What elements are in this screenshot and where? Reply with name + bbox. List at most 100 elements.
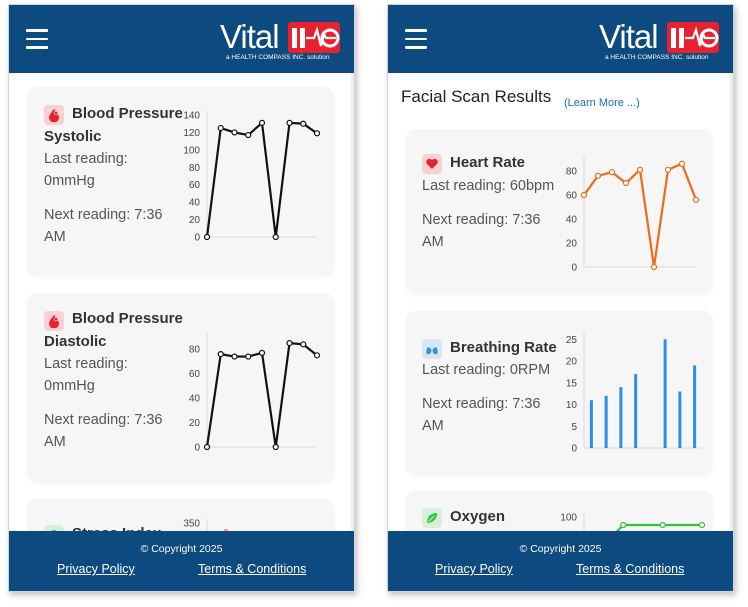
next-reading: Next reading: 7:36 xyxy=(422,396,541,412)
data-point xyxy=(692,196,700,203)
tick-label: 350 xyxy=(183,519,200,530)
card-title: Oxygen xyxy=(450,508,506,525)
breathing-rate-card[interactable]: Breathing Rate Last reading: 0RPM Next r… xyxy=(406,311,713,473)
tick-label: 100 xyxy=(183,145,200,156)
next-reading: Next reading: 7:36 xyxy=(422,212,541,228)
tick-label: 40 xyxy=(189,394,201,405)
data-point xyxy=(272,233,279,241)
data-point xyxy=(659,521,666,529)
card-title: Heart Rate xyxy=(450,154,526,171)
tick-label: 5 xyxy=(571,422,577,433)
tick-label: 120 xyxy=(183,128,200,139)
breathing-rate-chart: 0 5 10 15 20 25 xyxy=(566,331,702,455)
section-title: Facial Scan Results xyxy=(401,87,552,106)
data-point xyxy=(231,353,238,360)
data-point xyxy=(580,191,588,199)
diastolic-chart: 0 20 40 60 80 xyxy=(189,333,321,454)
logo-badge xyxy=(288,22,340,53)
card-title-2: Diastolic xyxy=(44,333,107,350)
data-point xyxy=(245,353,252,360)
phone-screen-left: Vital a HEALTH COMPASS INC. solution Blo… xyxy=(8,4,355,592)
data-point xyxy=(217,124,224,132)
bar xyxy=(663,339,667,448)
menu-icon[interactable] xyxy=(405,29,427,49)
tick-label: 0 xyxy=(194,233,200,244)
diastolic-card[interactable]: Blood Pressure Diastolic Last reading: 0… xyxy=(27,293,334,481)
stress-chart: 350 xyxy=(183,519,208,531)
next-reading: Next reading: 7:36 xyxy=(44,207,163,223)
footer: © Copyright 2025 Privacy Policy Terms & … xyxy=(9,531,354,591)
oxygen-chart: 100 xyxy=(560,513,706,531)
data-point xyxy=(300,341,307,348)
next-reading-suffix: AM xyxy=(44,229,66,245)
tick-label: 20 xyxy=(566,357,578,368)
tick-label: 80 xyxy=(189,163,201,174)
heart-rate-card[interactable]: Heart Rate Last reading: 60bpm Next read… xyxy=(406,129,713,293)
lungs-icon xyxy=(422,339,442,359)
tick-label: 60 xyxy=(189,180,201,191)
tick-label: 10 xyxy=(566,400,578,411)
terms-link[interactable]: Terms & Conditions xyxy=(576,562,685,576)
card-title: Blood Pressure xyxy=(72,105,183,122)
footer: © Copyright 2025 Privacy Policy Terms & … xyxy=(388,531,733,591)
data-point xyxy=(664,166,672,173)
data-point xyxy=(608,169,616,176)
scrollbar[interactable] xyxy=(730,73,733,531)
menu-icon[interactable] xyxy=(26,29,48,49)
data-point xyxy=(272,443,279,451)
tick-label: 80 xyxy=(566,167,578,178)
bar xyxy=(604,395,608,448)
vital10-logo: Vital a HEALTH COMPASS INC. solution xyxy=(599,19,721,65)
logo-word: Vital xyxy=(220,18,280,55)
heart-rate-chart: 0 20 40 60 80 xyxy=(566,155,700,274)
data-point xyxy=(594,172,602,179)
tick-label: 40 xyxy=(189,198,201,209)
data-point xyxy=(636,166,644,173)
next-reading-suffix: AM xyxy=(422,418,444,434)
blood-drop-icon xyxy=(44,105,64,125)
tick-label: 15 xyxy=(566,378,578,389)
card-title: Stress Index xyxy=(72,523,161,531)
tick-label: 100 xyxy=(560,513,577,524)
last-reading-value: 0mmHg xyxy=(44,378,95,394)
stress-index-card[interactable]: Stress Index 350 xyxy=(27,499,334,531)
systolic-card[interactable]: Blood Pressure Systolic Last reading: 0m… xyxy=(27,87,334,275)
vitals-list: Blood Pressure Systolic Last reading: 0m… xyxy=(9,73,354,531)
series-line xyxy=(205,121,318,239)
series-line xyxy=(583,162,698,269)
data-point xyxy=(622,179,630,187)
last-reading-label: Last reading: xyxy=(44,151,128,167)
last-reading-label: Last reading: xyxy=(44,356,128,372)
learn-more-link[interactable]: (Learn More ...) xyxy=(564,97,640,109)
data-point xyxy=(620,521,627,529)
scrollbar[interactable] xyxy=(351,73,354,531)
last-reading-value: 0mmHg xyxy=(44,173,95,189)
tick-label: 0 xyxy=(571,263,577,274)
heart-icon xyxy=(422,154,442,174)
logo-badge xyxy=(667,22,719,53)
tick-label: 0 xyxy=(194,443,200,454)
data-point xyxy=(203,443,211,451)
oxygen-card[interactable]: Oxygen 100 xyxy=(406,491,713,531)
app-header: Vital a HEALTH COMPASS INC. solution xyxy=(9,5,354,73)
last-reading: Last reading: 0RPM xyxy=(422,362,551,378)
tick-label: 20 xyxy=(189,215,201,226)
data-point xyxy=(245,131,252,139)
privacy-policy-link[interactable]: Privacy Policy xyxy=(435,562,513,576)
card-title-2: Systolic xyxy=(44,128,102,145)
tick-label: 0 xyxy=(571,444,577,455)
logo-word: Vital xyxy=(599,18,659,55)
privacy-policy-link[interactable]: Privacy Policy xyxy=(57,562,135,576)
data-point xyxy=(698,521,706,529)
tick-label: 20 xyxy=(566,239,578,250)
terms-link[interactable]: Terms & Conditions xyxy=(198,562,307,576)
data-point xyxy=(313,352,321,359)
logo-tagline: a HEALTH COMPASS INC. solution xyxy=(226,54,330,61)
stress-bar xyxy=(224,529,228,531)
bar xyxy=(619,387,623,448)
copyright: © Copyright 2025 xyxy=(519,543,602,555)
data-point xyxy=(300,120,307,127)
next-reading-suffix: AM xyxy=(422,234,444,250)
tick-label: 20 xyxy=(189,418,201,429)
bar xyxy=(589,400,593,448)
